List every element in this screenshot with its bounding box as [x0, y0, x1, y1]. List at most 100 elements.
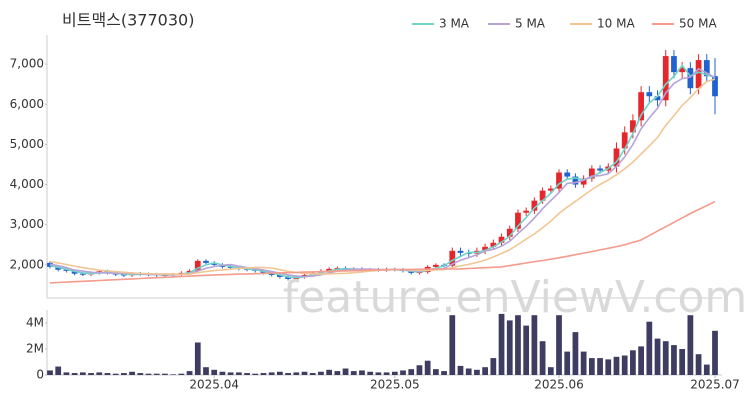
volume-bar	[153, 373, 160, 375]
candle-body	[194, 260, 201, 271]
candle-body	[671, 56, 677, 73]
volume-bar	[572, 332, 579, 375]
candle-body	[498, 236, 505, 243]
candle-body	[687, 68, 694, 89]
volume-bar	[375, 372, 382, 375]
volume-bar	[79, 372, 86, 375]
watermark: feature.enViewV.com	[283, 272, 748, 323]
volume-bar	[112, 373, 119, 375]
candle-body	[268, 272, 275, 275]
volume-bar	[662, 341, 669, 375]
volume-bar	[293, 372, 300, 375]
volume-bar	[203, 367, 209, 375]
candle-body	[703, 60, 710, 77]
volume-bar	[588, 358, 595, 375]
volume-bar	[531, 315, 538, 375]
volume-bar	[515, 315, 521, 375]
candle-body	[55, 266, 62, 270]
volume-bar	[342, 368, 349, 375]
volume-bar	[687, 315, 694, 375]
candle-body	[449, 250, 456, 266]
volume-bar	[88, 373, 94, 375]
volume-bar	[564, 351, 571, 375]
volume-bar	[597, 358, 603, 375]
candle-body	[457, 250, 464, 253]
volume-bar	[613, 356, 620, 375]
ma-line	[49, 200, 716, 284]
candle-body	[556, 172, 562, 189]
candle-body	[432, 264, 439, 267]
x-tick-label: 2025.06	[534, 378, 584, 392]
legend-label: 3 MA	[439, 17, 470, 31]
y-tick-label: 7,000	[10, 57, 44, 71]
volume-bar	[671, 345, 677, 375]
candle-body	[597, 168, 603, 171]
candle-body	[712, 76, 718, 97]
candle-body	[277, 274, 283, 277]
chart-title: 비트맥스(377030)	[62, 11, 194, 30]
volume-bar	[556, 315, 562, 375]
candle-body	[638, 92, 644, 121]
volume-bar	[268, 372, 275, 375]
volume-bar	[186, 371, 193, 375]
volume-bar	[309, 373, 316, 375]
volume-bar	[96, 372, 103, 375]
volume-bar	[498, 313, 505, 375]
volume-bar	[449, 315, 456, 375]
volume-bar	[654, 338, 661, 375]
candle-body	[662, 56, 669, 101]
candle-body	[523, 210, 530, 213]
volume-bar	[178, 373, 185, 375]
x-tick-label: 2025.05	[370, 378, 420, 392]
volume-bar	[432, 369, 439, 375]
candle-body	[646, 92, 653, 97]
ma-line	[49, 67, 716, 278]
legend-label: 5 MA	[515, 17, 546, 31]
volume-bar	[506, 320, 513, 375]
candle-body	[490, 242, 497, 247]
candle-body	[285, 276, 291, 279]
volume-bar	[211, 369, 218, 375]
volume-bar	[252, 373, 259, 375]
volume-bar	[539, 341, 546, 375]
ma-line	[49, 78, 716, 276]
volume-bar	[457, 365, 464, 375]
volume-bar	[547, 367, 554, 375]
y-tick-label: 4M	[26, 316, 44, 330]
volume-bar	[465, 368, 472, 375]
volume-bar	[318, 371, 324, 375]
y-tick-label: 2M	[26, 342, 44, 356]
volume-bar	[104, 373, 111, 375]
volume-bar	[424, 360, 431, 375]
candle-body	[203, 260, 209, 263]
volume-bar	[121, 373, 127, 375]
candle-body	[482, 246, 488, 251]
candle-body	[79, 273, 86, 275]
volume-bar	[383, 372, 390, 375]
volume-bar	[490, 358, 497, 375]
volume-bar	[391, 371, 398, 375]
volume-bar	[63, 372, 70, 375]
candle-body	[613, 148, 620, 167]
y-tick-label: 6,000	[10, 97, 44, 111]
y-tick-label: 3,000	[10, 217, 44, 231]
volume-bar	[630, 350, 636, 375]
volume-bar	[162, 373, 168, 375]
candle-body	[63, 269, 70, 271]
volume-bar	[260, 373, 267, 375]
ma-line	[49, 64, 716, 279]
volume-bar	[703, 364, 710, 375]
candle-body	[679, 68, 686, 73]
volume-bar	[47, 370, 53, 375]
y-tick-label: 2,000	[10, 257, 44, 271]
volume-bar	[71, 373, 78, 375]
volume-bar	[359, 370, 365, 375]
candle-body	[531, 200, 538, 211]
y-tick-label: 4,000	[10, 177, 44, 191]
candle-body	[630, 120, 636, 133]
candle-body	[71, 270, 78, 274]
volume-bar	[474, 369, 480, 375]
candle-body	[572, 176, 579, 185]
candle-body	[465, 252, 472, 254]
